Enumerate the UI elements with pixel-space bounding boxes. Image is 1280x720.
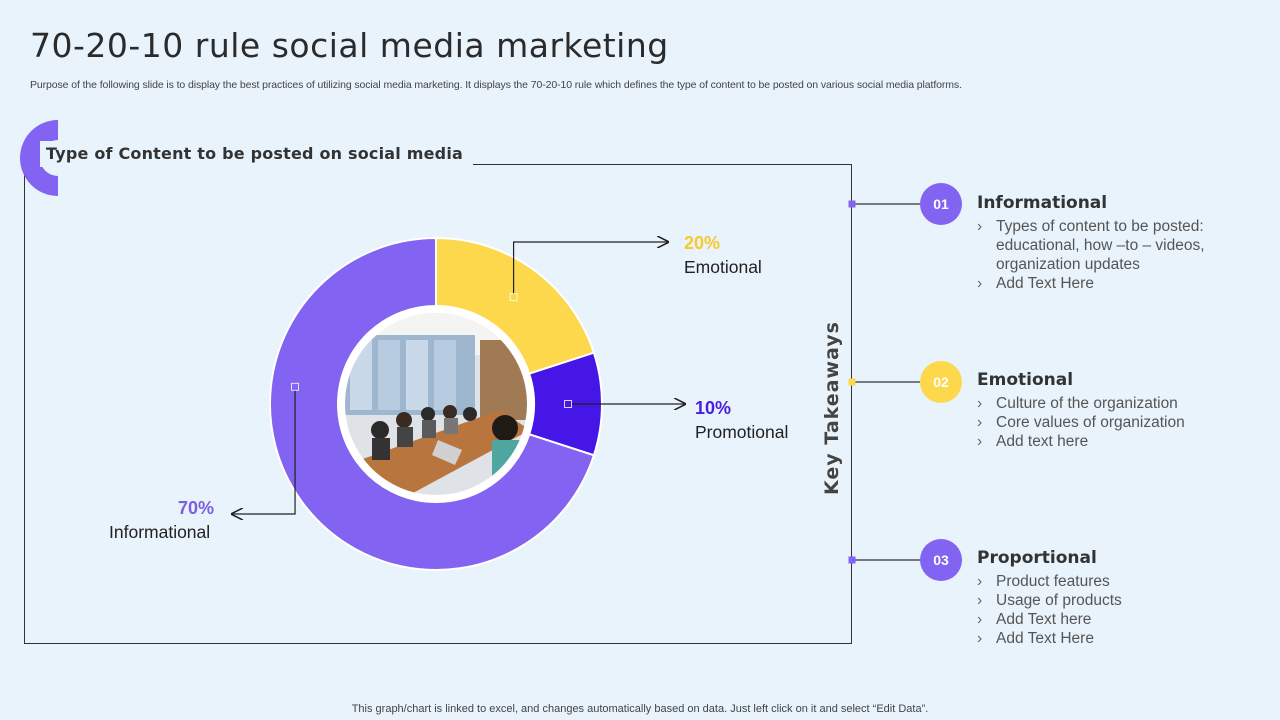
list-item: › Add Text Here: [977, 275, 1094, 292]
category-label-informational: Informational: [109, 522, 211, 542]
takeaway-list-emotional: › Culture of the organization › Core value…: [977, 394, 1237, 451]
takeaway-list-informational: › Types of content to be posted: educatio…: [977, 217, 1227, 293]
chevron-right-icon: ›: [977, 395, 983, 412]
leader-line-emotional: [512, 242, 668, 298]
list-item: › Core values of organization: [977, 414, 1185, 431]
footer-note: This graph/chart is linked to excel, and…: [351, 703, 929, 715]
list-item: › Usage of products: [977, 592, 1122, 609]
leader-dot-promotional: [564, 400, 572, 408]
category-label-emotional: Emotional: [684, 257, 762, 277]
chevron-right-icon: ›: [977, 275, 983, 292]
list-item: › Add text here: [977, 433, 1089, 450]
leader-dot-informational: [291, 382, 299, 391]
leader-dot-emotional: [509, 293, 518, 302]
takeaway-connectors: [848, 200, 920, 564]
list-item: › Culture of the organization: [977, 395, 1178, 412]
category-label-promotional: Promotional: [695, 422, 789, 442]
meeting-photo: [338, 306, 534, 502]
key-takeaways-label: Key Takeaways: [821, 321, 843, 495]
list-item: › Product features: [977, 573, 1110, 590]
section-heading: Type of Content to be posted on social m…: [40, 141, 474, 167]
value-label-informational: 70%: [178, 498, 215, 518]
takeaway-title-proportional: Proportional: [977, 548, 1097, 568]
list-item: › Add Text Here: [977, 630, 1094, 647]
slide-title: 70-20-10 rule social media marketing: [30, 26, 669, 65]
chevron-right-icon: ›: [977, 433, 983, 450]
value-label-promotional: 10%: [695, 398, 732, 418]
leader-line-informational: [232, 386, 296, 514]
chevron-right-icon: ›: [977, 414, 983, 431]
takeaway-title-informational: Informational: [977, 193, 1108, 213]
chevron-right-icon: ›: [977, 218, 983, 235]
arc-decoration: [20, 120, 58, 196]
takeaway-badge-01: 01: [920, 183, 962, 225]
chevron-right-icon: ›: [977, 592, 983, 609]
value-label-emotional: 20%: [684, 233, 721, 253]
slide-subtitle: Purpose of the following slide is to dis…: [30, 79, 962, 91]
chevron-right-icon: ›: [977, 611, 983, 628]
takeaway-list-proportional: › Product features › Usage of products › Ad…: [977, 572, 1237, 648]
takeaway-badge-03: 03: [920, 539, 962, 581]
chevron-right-icon: ›: [977, 573, 983, 590]
chevron-right-icon: ›: [977, 630, 983, 647]
list-item: › Types of content to be posted: educatio…: [977, 218, 1205, 273]
takeaway-badge-02: 02: [920, 361, 962, 403]
list-item: › Add Text here: [977, 611, 1092, 628]
takeaway-title-emotional: Emotional: [977, 370, 1074, 390]
